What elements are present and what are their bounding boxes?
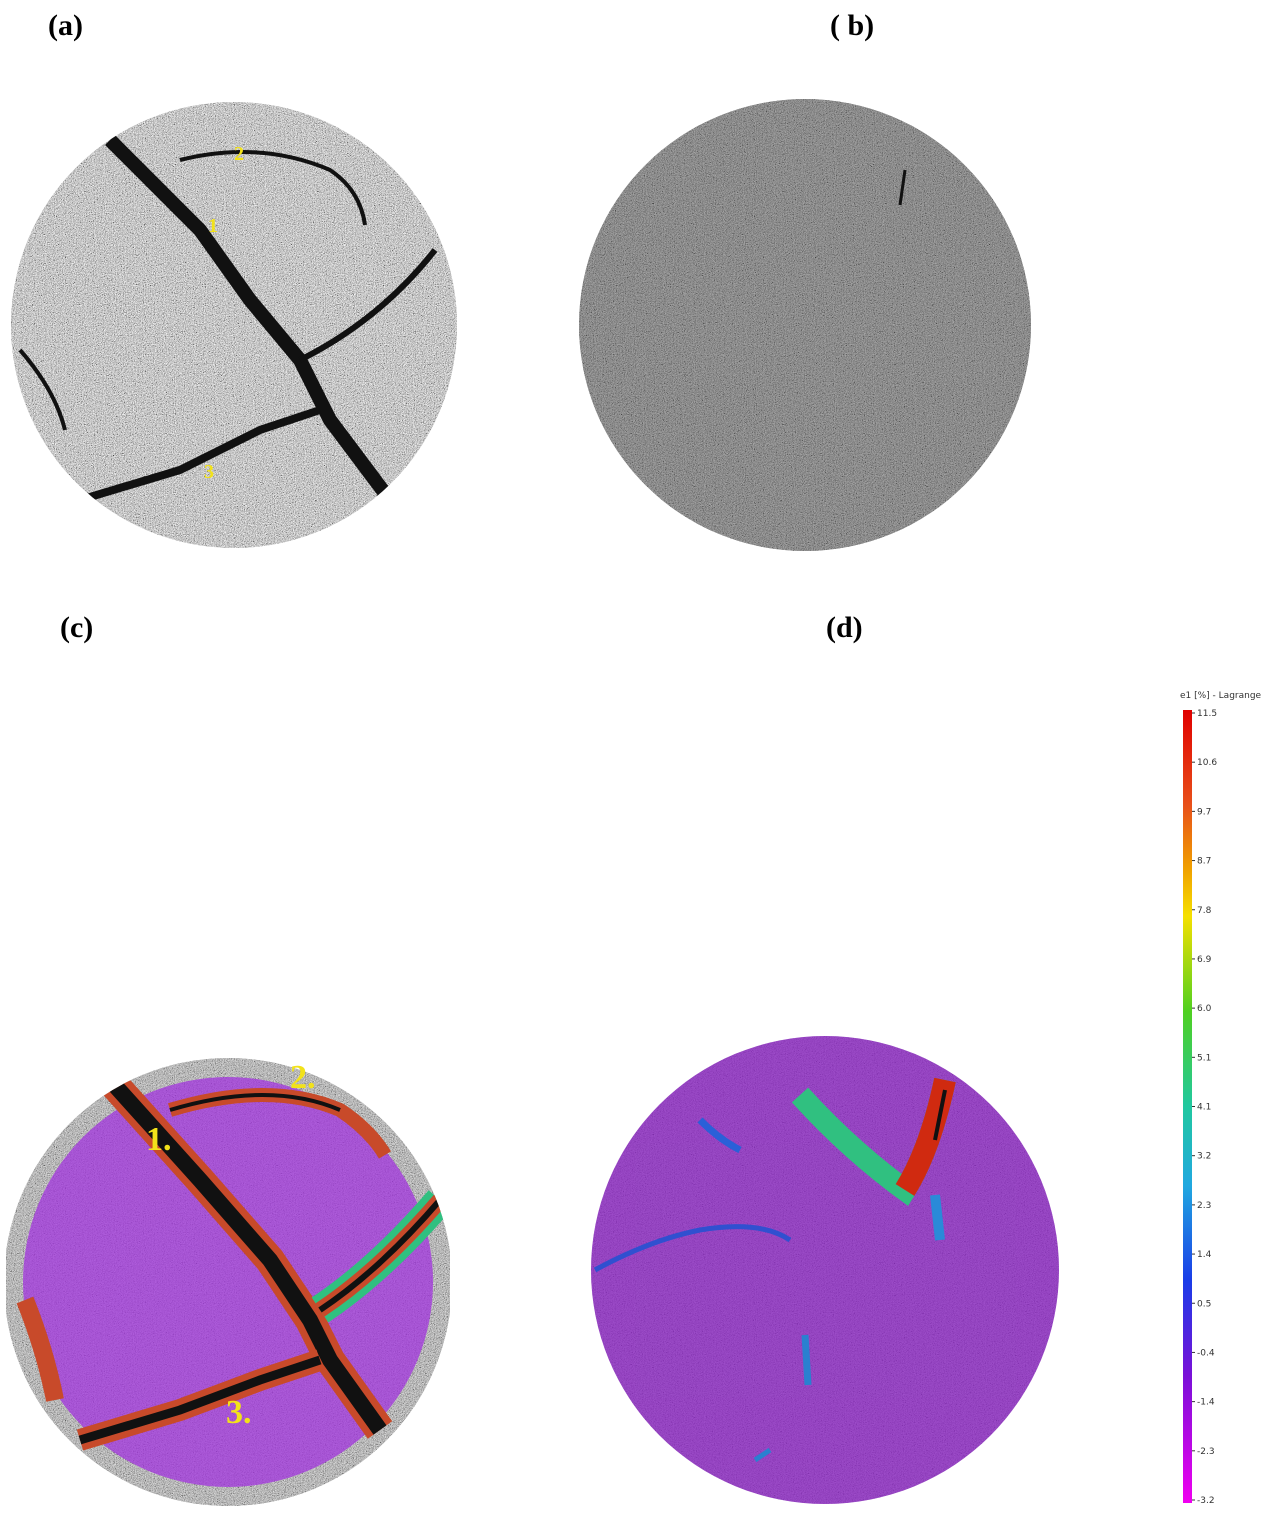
crack-label: 2. [290, 1059, 316, 1096]
tick-label: 0.5 [1197, 1299, 1211, 1309]
panel-label: ( b) [830, 9, 874, 42]
tick-label: -2.3 [1197, 1447, 1215, 1457]
tick-label: -3.2 [1197, 1496, 1215, 1506]
colorbar [1183, 710, 1192, 1503]
panel-label: (a) [48, 9, 83, 42]
tick-label: 8.7 [1197, 857, 1211, 867]
tick-label: 5.1 [1197, 1053, 1211, 1063]
tick-label: 7.8 [1197, 906, 1212, 916]
tick-label: 4.1 [1197, 1103, 1211, 1113]
image-c [0, 1040, 460, 1518]
figure: (a) ( b) (c) (d) 1 2 3 1. 2. 3. e1 [%] -… [0, 0, 1277, 1518]
panel-label: (d) [826, 611, 863, 644]
crack-label: 2 [234, 143, 244, 165]
colorbar-title: e1 [%] - Lagrange [1180, 691, 1262, 701]
colorbar-ticks: 11.5 10.6 9.7 8.7 7.8 6.9 6.0 5.1 4.1 3.2 2.3 1.4 0.… [1192, 709, 1217, 1506]
crack-label: 3. [226, 1394, 252, 1431]
tick-label: -1.4 [1197, 1398, 1215, 1408]
tick-label: 9.7 [1197, 807, 1211, 817]
crack-label: 1. [146, 1121, 172, 1158]
panel-label: (c) [60, 611, 93, 644]
crack-label: 1 [208, 215, 218, 237]
figure-svg: (a) ( b) (c) (d) 1 2 3 1. 2. 3. e1 [%] -… [0, 0, 1277, 1518]
image-b [575, 95, 1035, 555]
crack-label: 3 [204, 461, 214, 483]
tick-label: 6.9 [1197, 955, 1212, 965]
tick-label: 3.2 [1197, 1152, 1211, 1162]
image-c-frame [0, 1040, 460, 1518]
tick-label: 11.5 [1197, 709, 1217, 719]
tick-label: 6.0 [1197, 1004, 1212, 1014]
tick-label: 10.6 [1197, 758, 1217, 768]
tick-label: 1.4 [1197, 1250, 1212, 1260]
tick-label: -0.4 [1197, 1348, 1215, 1358]
image-d [590, 1035, 1060, 1505]
tick-label: 2.3 [1197, 1201, 1211, 1211]
